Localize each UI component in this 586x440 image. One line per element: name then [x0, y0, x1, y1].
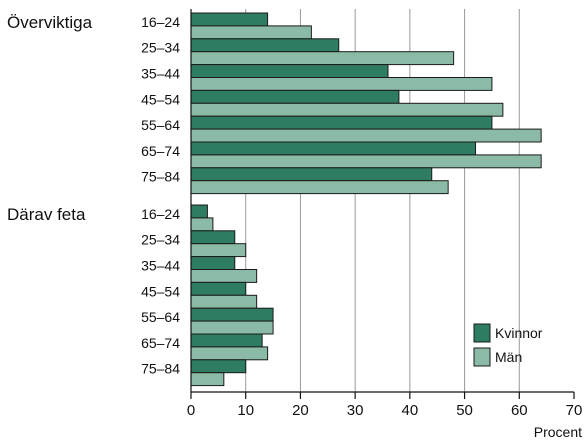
bar-m-n [190, 217, 214, 232]
bar-m-n [190, 346, 269, 361]
bar-kvinnor [190, 204, 208, 219]
x-axis-label: Procent [534, 424, 582, 440]
category-label: 65–74 [141, 335, 180, 351]
bar-kvinnor [190, 307, 274, 322]
bar-m-n [190, 51, 455, 66]
bar-kvinnor [190, 64, 389, 78]
bar-kvinnor [190, 115, 493, 130]
x-tick-label: 0 [187, 402, 195, 419]
legend-swatch [473, 323, 491, 343]
bar-m-n [190, 320, 274, 335]
category-label: 45–54 [141, 283, 180, 299]
legend-label: Kvinnor [495, 325, 543, 341]
bar-kvinnor [190, 359, 247, 374]
category-label: 16–24 [141, 206, 180, 222]
category-labels: Överviktiga 16–24 25–34 35–44 45–54 55–64 65–7… [7, 13, 180, 377]
bar-m-n [190, 372, 225, 387]
bar-m-n [190, 128, 542, 143]
axes [190, 9, 574, 393]
x-tick-label: 50 [456, 402, 473, 419]
bar-m-n [190, 269, 258, 283]
category-label: 16–24 [141, 14, 180, 30]
group-label: Överviktiga [7, 13, 93, 32]
x-tick-label: 70 [566, 402, 583, 419]
bar-m-n [190, 294, 258, 309]
bar-m-n [190, 25, 312, 40]
x-tick-label: 10 [237, 402, 254, 419]
category-label: 25–34 [141, 40, 180, 56]
bar-kvinnor [190, 38, 340, 53]
x-tick-label: 20 [292, 402, 309, 419]
category-label: 35–44 [141, 258, 180, 274]
bar-kvinnor [190, 230, 236, 245]
bar-m-n [190, 180, 449, 195]
category-label: 65–74 [141, 143, 180, 159]
category-label: 75–84 [141, 361, 180, 377]
x-tick-label: 40 [402, 402, 419, 419]
bar-kvinnor [190, 89, 400, 104]
x-tick-label: 60 [511, 402, 528, 419]
bar-kvinnor [190, 12, 269, 27]
category-label: 55–64 [141, 117, 180, 133]
legend-swatch [473, 347, 491, 367]
bar-kvinnor [190, 167, 433, 182]
x-ticks: 0 10 20 30 40 50 60 70 [187, 392, 583, 419]
category-label: 45–54 [141, 91, 180, 107]
bar-m-n [190, 154, 542, 169]
bar-m-n [190, 102, 504, 117]
category-label: 55–64 [141, 309, 180, 325]
bar-kvinnor [190, 256, 236, 271]
bar-m-n [190, 77, 493, 91]
category-label: 75–84 [141, 169, 180, 185]
bar-kvinnor [190, 281, 247, 296]
group-label: Därav feta [7, 205, 86, 224]
bar-kvinnor [190, 333, 263, 348]
bar-kvinnor [190, 141, 477, 156]
legend-label: Män [495, 349, 522, 365]
bar-m-n [190, 243, 247, 258]
x-tick-label: 30 [347, 402, 364, 419]
category-label: 35–44 [141, 66, 180, 82]
category-label: 25–34 [141, 232, 180, 248]
legend: Kvinnor Män [473, 323, 543, 367]
